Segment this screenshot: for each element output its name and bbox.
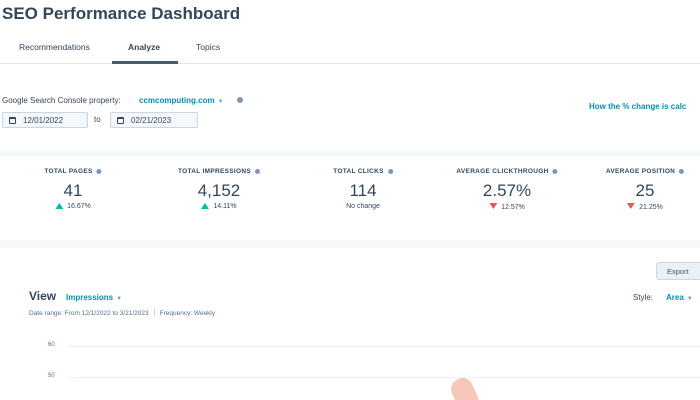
active-tab-indicator [112,61,178,64]
kpi-total-clicks: TOTAL CLICKS 114 No change [333,168,393,210]
property-label: Google Search Console property: [2,96,121,105]
kpi-average-clickthrough: AVERAGE CLICKTHROUGH 2.57% 12.57% [456,168,558,211]
tab-bar: Recommendations Analyze Topics [0,36,700,64]
date-to-value: 02/21/2023 [131,116,172,125]
date-range-text: Date range: From 12/1/2022 to 3/21/2023 [29,310,149,317]
y-axis-tick-label: 60 [48,342,55,348]
kpi-value: 41 [63,181,83,200]
header-area [0,0,700,36]
kpi-value: 25 [635,181,655,200]
chevron-down-icon: ▼ [217,99,224,105]
kpi-total-impressions: TOTAL IMPRESSIONS 4,152 14.11% [178,168,260,210]
info-icon[interactable] [237,97,243,103]
tab-analyze[interactable]: Analyze [128,42,161,52]
chart-card [0,248,700,400]
kpi-label: AVERAGE POSITION [606,168,685,175]
y-axis-tick-label: 50 [48,373,55,379]
kpi-value: 114 [349,181,377,200]
chevron-down-icon: ▼ [116,296,123,302]
chevron-down-icon: ▼ [686,296,693,302]
kpi-value: 4,152 [197,181,241,200]
kpi-label: TOTAL PAGES [44,168,102,175]
tab-topics[interactable]: Topics [196,42,221,52]
chart-range-info: Date range: From 12/1/2022 to 3/21/2023 F… [29,308,215,317]
kpi-total-pages: TOTAL PAGES 41 16.67% [44,168,102,210]
kpi-change: 21.25% [606,203,684,211]
page-title: SEO Performance Dashboard [2,4,241,23]
trend-up-icon [201,203,210,209]
kpi-label: AVERAGE CLICKTHROUGH [456,168,558,175]
kpi-change: 16.67% [44,203,101,210]
kpi-average-position: AVERAGE POSITION 25 21.25% [606,168,685,211]
date-range-separator: to [94,115,101,124]
property-value: ccmcomputing.com [139,96,215,105]
percent-change-help-link[interactable]: How the % change is calc [589,102,687,111]
info-icon[interactable] [387,168,393,174]
trend-down-icon [489,203,498,209]
calendar-icon [9,117,16,124]
property-select[interactable]: ccmcomputing.com ▼ [139,96,224,105]
gridline [68,346,700,347]
style-label: Style: [633,293,654,302]
kpi-summary-card [0,156,700,240]
kpi-change: 12.57% [456,203,557,211]
date-from-input[interactable]: 12/01/2022 [2,112,88,128]
filter-panel [0,64,700,150]
trend-down-icon [627,203,636,209]
info-icon[interactable] [552,168,558,174]
frequency-text: Frequency: Weekly [159,310,216,317]
export-button[interactable]: Export [656,262,700,280]
info-icon[interactable] [255,168,260,174]
trend-up-icon [55,203,64,209]
style-select[interactable]: Area ▼ [666,293,693,302]
kpi-label: TOTAL CLICKS [333,168,393,175]
date-from-value: 12/01/2022 [23,116,64,125]
divider [153,308,155,316]
kpi-value: 2.57% [482,181,532,200]
calendar-icon [117,117,124,124]
info-icon[interactable] [96,168,102,174]
gridline [68,377,700,378]
kpi-change: 14.11% [178,203,260,210]
info-icon[interactable] [679,168,685,174]
date-to-input[interactable]: 02/21/2023 [110,112,198,128]
style-value: Area [666,293,684,302]
view-value: Impressions [66,293,114,302]
tab-recommendations[interactable]: Recommendations [19,42,90,52]
kpi-change: No change [346,203,380,210]
kpi-label: TOTAL IMPRESSIONS [178,168,260,175]
view-select[interactable]: Impressions ▼ [66,293,122,302]
view-label: View [29,289,57,303]
